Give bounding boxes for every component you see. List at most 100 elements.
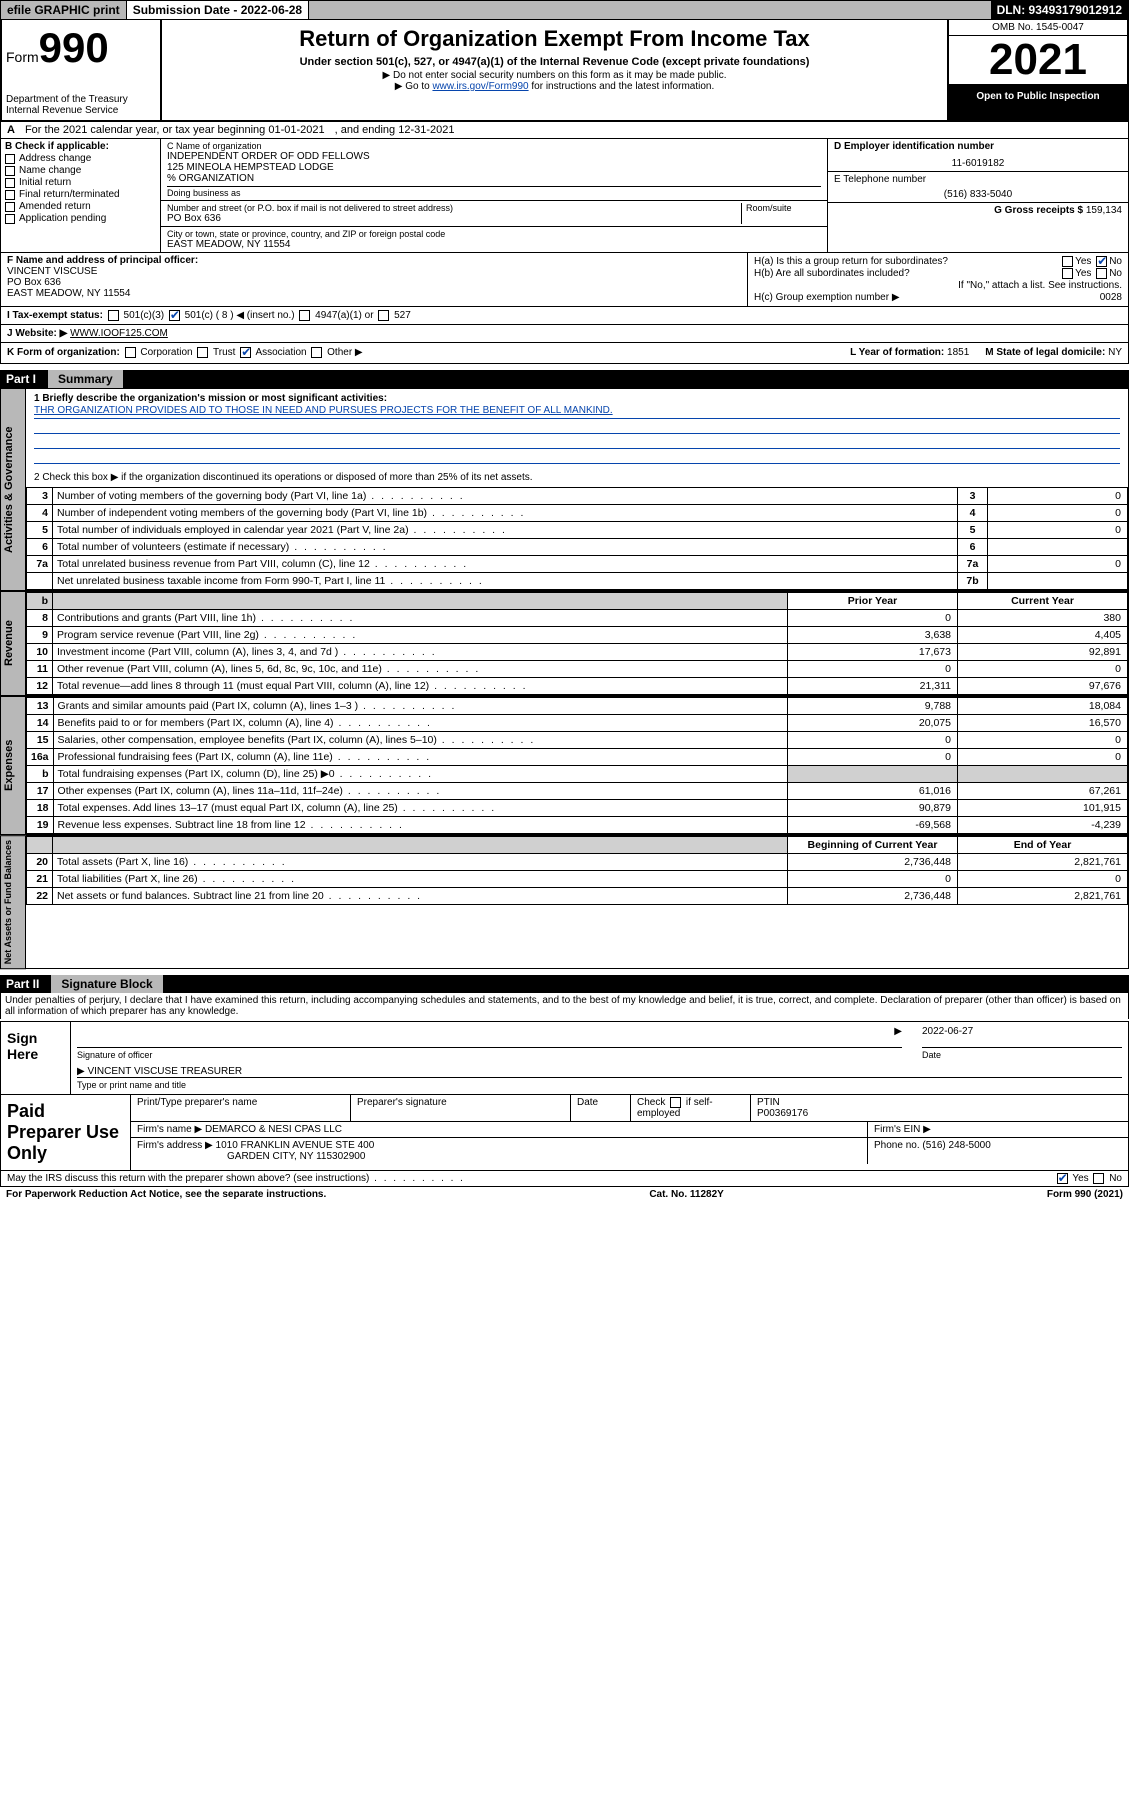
box-b-checkbox[interactable] xyxy=(5,166,15,176)
ha-no-checkbox[interactable] xyxy=(1096,256,1107,267)
line-key: 4 xyxy=(958,504,988,521)
line-num: 6 xyxy=(27,538,53,555)
k-trust: Trust xyxy=(213,348,235,359)
k-corp-checkbox[interactable] xyxy=(125,347,136,358)
hb-yes-checkbox[interactable] xyxy=(1062,268,1073,279)
k-trust-checkbox[interactable] xyxy=(197,347,208,358)
line-desc: Total assets (Part X, line 16) xyxy=(53,853,788,870)
header-left: Form990 Department of the Treasury Inter… xyxy=(2,20,162,120)
table-row: 14Benefits paid to or for members (Part … xyxy=(27,714,1128,731)
org-name-cell: C Name of organization INDEPENDENT ORDER… xyxy=(161,139,827,201)
i-527: 527 xyxy=(394,310,411,321)
line-num: 8 xyxy=(27,609,53,626)
blank xyxy=(53,592,788,609)
current-val: 97,676 xyxy=(958,677,1128,694)
irs-discuss-row: May the IRS discuss this return with the… xyxy=(0,1171,1129,1187)
mission-blank-1 xyxy=(34,420,1120,434)
line-key: 7b xyxy=(958,572,988,589)
i-4947-checkbox[interactable] xyxy=(299,310,310,321)
line-desc: Number of voting members of the governin… xyxy=(53,487,958,504)
current-val: 67,261 xyxy=(958,782,1128,799)
irs-link[interactable]: www.irs.gov/Form990 xyxy=(432,81,528,92)
form-prefix: Form xyxy=(6,49,39,65)
table-row: 20Total assets (Part X, line 16)2,736,44… xyxy=(27,853,1128,870)
net-assets-table: Beginning of Current YearEnd of Year20To… xyxy=(26,836,1128,905)
line-num: 13 xyxy=(27,697,54,714)
phone-cell: E Telephone number (516) 833-5040 xyxy=(828,172,1128,203)
box-b-item-label: Name change xyxy=(19,165,81,176)
box-b: B Check if applicable: Address changeNam… xyxy=(1,139,161,252)
box-f: F Name and address of principal officer:… xyxy=(1,253,748,306)
line-desc: Total expenses. Add lines 13–17 (must eq… xyxy=(53,799,787,816)
line-num: 20 xyxy=(27,853,53,870)
firm-addr-lbl: Firm's address ▶ xyxy=(137,1140,213,1151)
line-val: 0 xyxy=(988,487,1128,504)
line-num: 3 xyxy=(27,487,53,504)
org-name-3: % ORGANIZATION xyxy=(167,173,821,184)
form-subtitle: Under section 501(c), 527, or 4947(a)(1)… xyxy=(170,56,939,68)
phone-val: (516) 833-5040 xyxy=(834,189,1122,200)
table-row: 16aProfessional fundraising fees (Part I… xyxy=(27,748,1128,765)
i-527-checkbox[interactable] xyxy=(378,310,389,321)
line-desc: Investment income (Part VIII, column (A)… xyxy=(53,643,788,660)
line-num xyxy=(27,572,53,589)
part-1-header: Part I Summary xyxy=(0,370,1129,388)
box-b-item: Address change xyxy=(5,153,156,164)
box-b-checkbox[interactable] xyxy=(5,154,15,164)
blank xyxy=(27,836,53,853)
omb-number: OMB No. 1545-0047 xyxy=(949,20,1127,36)
box-b-checkbox[interactable] xyxy=(5,214,15,224)
line-desc: Total unrelated business revenue from Pa… xyxy=(53,555,958,572)
i-501c3-checkbox[interactable] xyxy=(108,310,119,321)
firm-addr1: 1010 FRANKLIN AVENUE STE 400 xyxy=(216,1140,375,1151)
table-row: 18Total expenses. Add lines 13–17 (must … xyxy=(27,799,1128,816)
box-b-checkbox[interactable] xyxy=(5,190,15,200)
line-desc: Total number of individuals employed in … xyxy=(53,521,958,538)
row-j-lbl: J Website: ▶ xyxy=(7,328,67,339)
ha-yes: Yes xyxy=(1075,256,1091,267)
k-assoc-checkbox[interactable] xyxy=(240,347,251,358)
blank xyxy=(53,836,788,853)
line-desc: Contributions and grants (Part VIII, lin… xyxy=(53,609,788,626)
prior-val: -69,568 xyxy=(788,816,958,833)
discuss-yes-checkbox[interactable] xyxy=(1057,1173,1068,1184)
box-d-e-g: D Employer identification number 11-6019… xyxy=(828,139,1128,252)
hb-note: If "No," attach a list. See instructions… xyxy=(754,280,1122,291)
discuss-no-checkbox[interactable] xyxy=(1093,1173,1104,1184)
form-header: Form990 Department of the Treasury Inter… xyxy=(0,20,1129,122)
box-b-checkbox[interactable] xyxy=(5,178,15,188)
hc-lbl: H(c) Group exemption number ▶ xyxy=(754,292,900,303)
i-501c-checkbox[interactable] xyxy=(169,310,180,321)
box-b-checkbox[interactable] xyxy=(5,202,15,212)
dln-label: DLN: 93493179012912 xyxy=(991,1,1128,19)
hb-no: No xyxy=(1109,268,1122,279)
firm-ein-lbl: Firm's EIN ▶ xyxy=(874,1124,931,1135)
line-num: 11 xyxy=(27,660,53,677)
website-val[interactable]: WWW.IOOF125.COM xyxy=(70,328,168,339)
ha-yes-checkbox[interactable] xyxy=(1062,256,1073,267)
hb-yes: Yes xyxy=(1075,268,1091,279)
row-l-lbl: L Year of formation: xyxy=(850,347,944,358)
row-i: I Tax-exempt status: 501(c)(3) 501(c) ( … xyxy=(0,306,1129,324)
prior-val: 0 xyxy=(788,660,958,677)
col-end: End of Year xyxy=(958,836,1128,853)
efile-label[interactable]: efile GRAPHIC print xyxy=(1,1,126,19)
ptin-val: P00369176 xyxy=(757,1108,1122,1119)
hb-no-checkbox[interactable] xyxy=(1096,268,1107,279)
shaded-cell xyxy=(788,765,958,782)
preparer-label: Paid Preparer Use Only xyxy=(1,1095,131,1170)
tax-year: 2021 xyxy=(949,36,1127,85)
street-val: PO Box 636 xyxy=(167,213,741,224)
line-desc: Benefits paid to or for members (Part IX… xyxy=(53,714,787,731)
mission-block: 1 Briefly describe the organization's mi… xyxy=(26,389,1128,487)
i-4947: 4947(a)(1) or xyxy=(315,310,373,321)
city-val: EAST MEADOW, NY 11554 xyxy=(167,239,821,250)
row-m-val: NY xyxy=(1108,347,1122,358)
line-num: 18 xyxy=(27,799,54,816)
k-other-checkbox[interactable] xyxy=(311,347,322,358)
line-num: 19 xyxy=(27,816,54,833)
row-a-ending: , and ending 12-31-2021 xyxy=(335,124,455,136)
self-employed-checkbox[interactable] xyxy=(670,1097,681,1108)
line-num: b xyxy=(27,765,54,782)
mission-blank-2 xyxy=(34,435,1120,449)
